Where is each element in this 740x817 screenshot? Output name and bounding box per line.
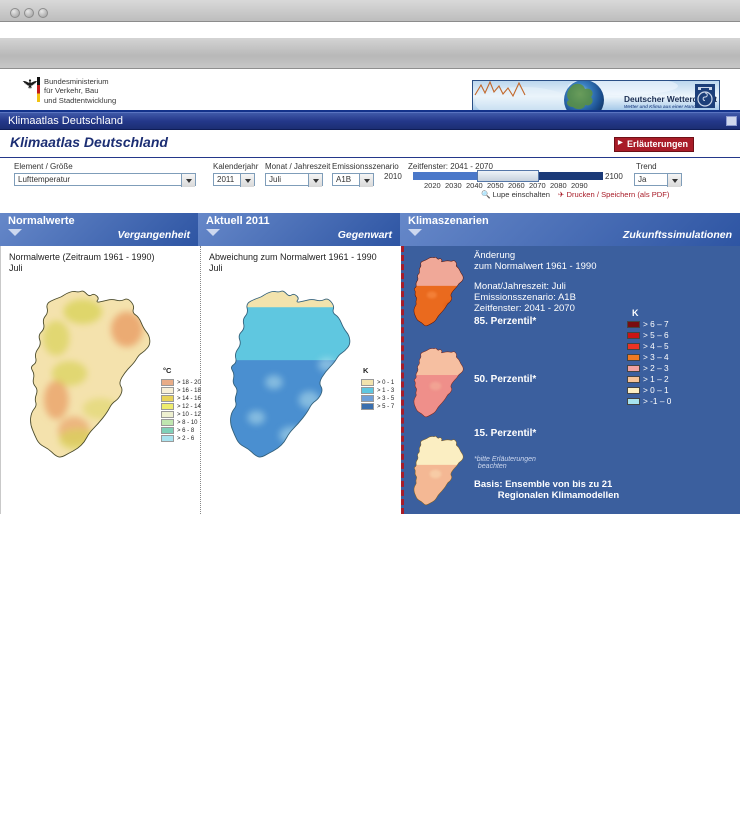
svg-text:Wetter und Klima aus einer Han: Wetter und Klima aus einer Hand — [624, 104, 696, 109]
